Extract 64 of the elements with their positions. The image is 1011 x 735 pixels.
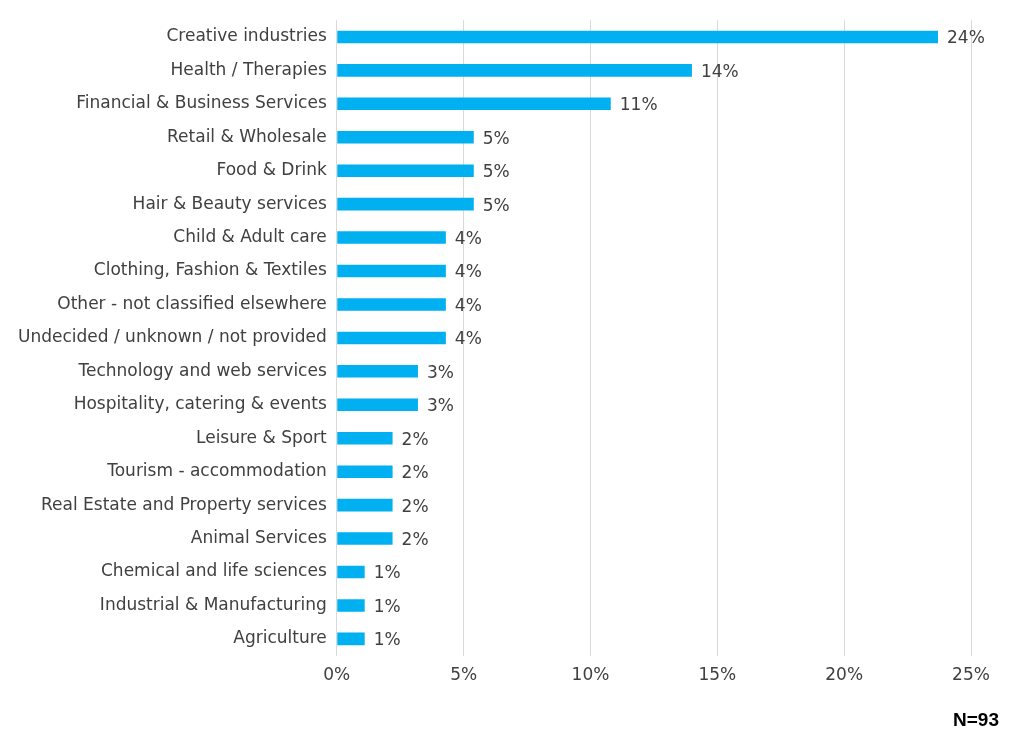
data-label: 11% (619, 94, 658, 115)
data-label: 2% (401, 428, 429, 449)
data-label: 4% (454, 294, 482, 315)
data-label: 5% (482, 161, 510, 182)
y-tick-label: Real Estate and Property services (41, 493, 327, 514)
y-tick-label: Tourism - accommodation (106, 460, 327, 481)
bar (337, 130, 474, 144)
y-tick-label: Food & Drink (216, 159, 327, 180)
data-label: 4% (454, 328, 482, 349)
y-tick-label: Clothing, Fashion & Textiles (93, 259, 327, 280)
bar (337, 298, 446, 311)
y-tick-label: Technology and web services (77, 359, 327, 380)
bar (337, 331, 446, 345)
bar (337, 30, 939, 44)
y-tick-label: Hair & Beauty services (132, 192, 327, 213)
y-tick-label: Industrial & Manufacturing (99, 593, 327, 614)
y-tick-label: Chemical and life sciences (100, 560, 327, 581)
x-tick-label: 0% (323, 664, 351, 685)
bar (337, 465, 393, 478)
bar (337, 532, 393, 545)
y-tick-label: Hospitality, catering & events (73, 393, 327, 414)
bar (337, 97, 611, 111)
data-label: 1% (373, 629, 401, 650)
y-tick-label: Creative industries (166, 25, 327, 46)
y-tick-label: Agriculture (233, 627, 327, 648)
text: N=93 (953, 709, 999, 731)
y-tick-label: Undecided / unknown / not provided (17, 326, 327, 347)
bar (337, 431, 393, 445)
data-label: 5% (482, 127, 510, 148)
data-label: 24% (947, 27, 985, 48)
bar (337, 64, 692, 77)
bar (337, 565, 365, 579)
bar (337, 365, 418, 378)
x-tick-label: 25% (952, 664, 990, 685)
data-label: 5% (482, 194, 510, 215)
data-label: 2% (401, 462, 429, 483)
data-label: 3% (426, 395, 454, 416)
data-label: 1% (373, 595, 401, 616)
y-tick-label: Health / Therapies (170, 58, 327, 79)
y-tick-label: Animal Services (190, 526, 327, 547)
x-tick-label: 15% (698, 664, 737, 685)
data-label: 4% (454, 228, 482, 248)
bar (337, 264, 446, 278)
data-label: 2% (401, 528, 429, 549)
bar (337, 398, 418, 412)
x-tick-label: 5% (450, 664, 478, 685)
bar (337, 231, 446, 244)
bar (337, 599, 365, 612)
y-tick-label: Retail & Wholesale (167, 125, 327, 146)
y-tick-label: Leisure & Sport (196, 426, 328, 447)
y-tick-label: Other - not classified elsewhere (57, 292, 327, 313)
x-tick-label: 10% (571, 664, 610, 685)
x-tick-label: 20% (825, 664, 864, 685)
bar (337, 197, 474, 211)
data-label: 1% (373, 562, 401, 583)
data-label: 4% (454, 261, 482, 282)
data-label: 2% (401, 495, 429, 516)
data-label: 14% (700, 60, 739, 81)
data-label: 3% (426, 361, 454, 382)
bar (337, 164, 474, 177)
bar (337, 632, 365, 646)
y-tick-label: Financial & Business Services (76, 92, 327, 113)
y-tick-label: Child & Adult care (173, 226, 327, 246)
bar (337, 498, 393, 512)
